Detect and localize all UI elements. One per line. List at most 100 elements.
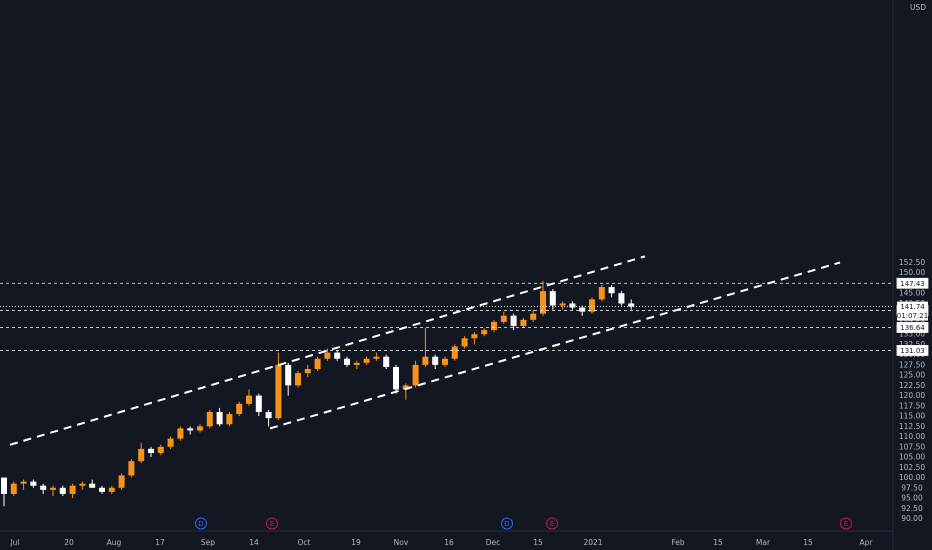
candle-body-61 bbox=[598, 287, 605, 300]
candle-body-14 bbox=[138, 448, 145, 462]
x-tick-label-10: Dec bbox=[486, 538, 501, 547]
x-tick-label-15: Mar bbox=[756, 538, 771, 547]
current-price-badge-text: 141.74 bbox=[900, 303, 925, 311]
candle-body-37 bbox=[363, 358, 370, 363]
current-price-badge-box bbox=[897, 301, 928, 321]
candle-body-1 bbox=[10, 483, 17, 494]
candle-body-64 bbox=[628, 303, 635, 307]
candle-body-55 bbox=[540, 291, 546, 314]
y-tick-label-112.50: 112.50 bbox=[899, 422, 925, 431]
candle-body-53 bbox=[520, 319, 527, 326]
x-tick-label-6: Oct bbox=[298, 538, 311, 547]
earnings-event-letter: E bbox=[550, 520, 554, 528]
y-tick-label-100.00: 100.00 bbox=[899, 473, 925, 482]
candles-layer bbox=[1, 280, 635, 507]
candle-body-50 bbox=[491, 321, 497, 331]
candle-body-40 bbox=[393, 366, 399, 390]
candle-body-38 bbox=[373, 356, 380, 359]
x-tick-label-2: Aug bbox=[107, 538, 122, 547]
y-tick-label-122.50: 122.50 bbox=[899, 381, 925, 390]
candle-body-32 bbox=[314, 358, 321, 369]
candle-body-48 bbox=[471, 334, 478, 339]
candle-body-17 bbox=[167, 438, 174, 447]
y-tick-label-90.00: 90.00 bbox=[901, 514, 923, 523]
dividend-event-marker[interactable]: D bbox=[195, 517, 207, 530]
y-tick-label-92.50: 92.50 bbox=[901, 504, 923, 513]
dividend-event-marker[interactable]: D bbox=[501, 517, 513, 530]
x-tick-label-0: Jul bbox=[9, 538, 19, 547]
dividend-event-letter: D bbox=[504, 520, 509, 528]
earnings-event-letter: E bbox=[270, 520, 274, 528]
x-tick-label-16: 15 bbox=[803, 538, 813, 547]
candle-body-42 bbox=[412, 364, 419, 386]
candle-body-47 bbox=[461, 338, 468, 347]
candle-body-3 bbox=[30, 481, 37, 486]
x-tick-label-8: Nov bbox=[394, 538, 409, 547]
level-badge-136.64-box bbox=[896, 322, 929, 333]
y-tick-label-120.00: 120.00 bbox=[899, 391, 925, 400]
y-tick-label-107.50: 107.50 bbox=[899, 442, 925, 451]
y-tick-label-97.50: 97.50 bbox=[901, 483, 923, 492]
y-tick-label-135.00: 135.00 bbox=[899, 330, 925, 339]
candle-body-29 bbox=[285, 364, 292, 386]
candle-body-26 bbox=[255, 395, 262, 413]
x-tick-label-7: 19 bbox=[351, 538, 361, 547]
y-tick-label-125.00: 125.00 bbox=[899, 371, 925, 380]
candle-body-33 bbox=[324, 352, 331, 359]
candle-body-35 bbox=[344, 358, 350, 365]
y-tick-label-132.50: 132.50 bbox=[899, 340, 925, 349]
earnings-event-marker[interactable]: E bbox=[546, 517, 558, 530]
candle-body-44 bbox=[432, 356, 439, 365]
candle-body-59 bbox=[579, 307, 586, 312]
time-axis[interactable]: Jul 20 Aug 17 Sep 14 Oct 19 Nov 16 Dec 15 2021 Feb 15 M… bbox=[9, 538, 873, 547]
level-badge-147.43-box bbox=[896, 277, 929, 289]
candle-body-54 bbox=[530, 313, 537, 320]
candle-body-45 bbox=[442, 358, 448, 365]
dividend-event-circle bbox=[195, 517, 207, 530]
candle-body-52 bbox=[510, 315, 517, 326]
x-tick-label-17: Apr bbox=[860, 538, 874, 547]
candle-body-16 bbox=[157, 446, 164, 453]
candle-body-2 bbox=[20, 481, 27, 484]
candle-body-36 bbox=[353, 362, 360, 365]
candle-body-30 bbox=[295, 373, 301, 386]
earnings-event-marker[interactable]: E bbox=[840, 517, 852, 530]
candle-body-6 bbox=[59, 487, 66, 494]
y-tick-label-105.00: 105.00 bbox=[899, 453, 925, 462]
horizontal-levels-layer bbox=[0, 282, 893, 351]
countdown-text: 01:07:21 bbox=[897, 312, 928, 320]
candle-body-11 bbox=[108, 487, 115, 492]
candle-body-25 bbox=[246, 395, 252, 404]
earnings-event-circle bbox=[266, 517, 278, 530]
candle-body-9 bbox=[89, 483, 96, 488]
y-tick-label-145.00: 145.00 bbox=[899, 289, 925, 298]
y-tick-label-152.50: 152.50 bbox=[899, 258, 925, 267]
earnings-event-letter: E bbox=[844, 520, 848, 528]
candle-body-43 bbox=[422, 356, 429, 365]
y-tick-label-117.50: 117.50 bbox=[899, 401, 925, 410]
candle-body-39 bbox=[383, 356, 390, 367]
candle-body-13 bbox=[128, 461, 135, 476]
candle-body-24 bbox=[236, 403, 243, 415]
x-tick-label-12: 2021 bbox=[583, 538, 602, 547]
candle-body-60 bbox=[589, 299, 595, 312]
candle-body-41 bbox=[402, 385, 409, 390]
candle-body-8 bbox=[79, 483, 86, 486]
candle-body-21 bbox=[206, 412, 213, 427]
candle-body-18 bbox=[177, 428, 184, 439]
channel-upper-line bbox=[9, 255, 646, 446]
candle-body-19 bbox=[187, 428, 194, 431]
candle-body-57 bbox=[559, 303, 566, 306]
candle-body-49 bbox=[481, 330, 488, 335]
channel-layer bbox=[9, 255, 841, 446]
y-tick-label-150.00: 150.00 bbox=[899, 268, 925, 277]
earnings-event-marker[interactable]: E bbox=[266, 517, 278, 530]
currency-label: USD bbox=[910, 3, 926, 12]
candle-body-34 bbox=[334, 352, 341, 359]
candle-body-5 bbox=[50, 487, 56, 490]
candle-body-12 bbox=[118, 475, 125, 488]
